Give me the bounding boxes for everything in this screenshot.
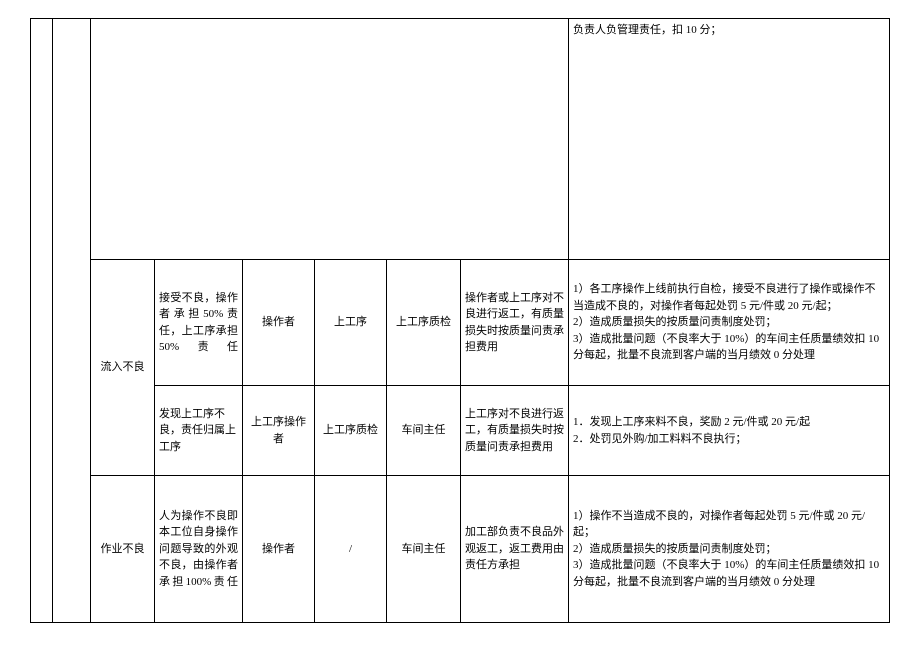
cell-check-2: 车间主任 (387, 386, 461, 476)
cell-blank-a (31, 19, 53, 623)
policy-table: 负责人负管理责任，扣 10 分； 流入不良 接受不良，操作者承担50%责任，上工… (30, 18, 890, 623)
cell-proc-2: 上工序质检 (315, 386, 387, 476)
table-row: 负责人负管理责任，扣 10 分； (31, 19, 890, 260)
cell-blank-b (53, 19, 91, 623)
cell-resp-3: 加工部负责不良品外观返工，返工费用由责任方承担 (461, 476, 569, 623)
cell-check-1: 上工序质检 (387, 260, 461, 386)
cell-resp-2: 上工序对不良进行返工，有质量损失时按质量问责承担费用 (461, 386, 569, 476)
table-row: 发现上工序不良，责任归属上工序 上工序操作者 上工序质检 车间主任 上工序对不良… (31, 386, 890, 476)
table-row: 作业不良 人为操作不良即本工位自身操作问题导致的外观不良，由操作者承担100%责… (31, 476, 890, 623)
cell-desc-1: 接受不良，操作者承担50%责任，上工序承担50%责任 (155, 260, 243, 386)
table-row: 流入不良 接受不良，操作者承担50%责任，上工序承担50%责任 操作者 上工序 … (31, 260, 890, 386)
cell-merged-top (91, 19, 569, 260)
cell-resp-1: 操作者或上工序对不良进行返工，有质量损失时按质量问责承担费用 (461, 260, 569, 386)
cell-type-zuoye: 作业不良 (91, 476, 155, 623)
cell-top-rule: 负责人负管理责任，扣 10 分； (569, 19, 890, 260)
cell-proc-1: 上工序 (315, 260, 387, 386)
cell-who-3: 操作者 (243, 476, 315, 623)
cell-desc-2: 发现上工序不良，责任归属上工序 (155, 386, 243, 476)
cell-type-liuru: 流入不良 (91, 260, 155, 476)
cell-rule-2: 1．发现上工序来料不良，奖励 2 元/件或 20 元/起 2．处罚见外购/加工料… (569, 386, 890, 476)
cell-desc-3: 人为操作不良即本工位自身操作问题导致的外观不良，由操作者承担100%责任 (155, 476, 243, 623)
cell-who-2: 上工序操作者 (243, 386, 315, 476)
cell-rule-1: 1）各工序操作上线前执行自检，接受不良进行了操作或操作不当造成不良的，对操作者每… (569, 260, 890, 386)
cell-check-3: 车间主任 (387, 476, 461, 623)
cell-proc-3: / (315, 476, 387, 623)
cell-rule-3: 1）操作不当造成不良的，对操作者每起处罚 5 元/件或 20 元/起； 2）造成… (569, 476, 890, 623)
cell-who-1: 操作者 (243, 260, 315, 386)
